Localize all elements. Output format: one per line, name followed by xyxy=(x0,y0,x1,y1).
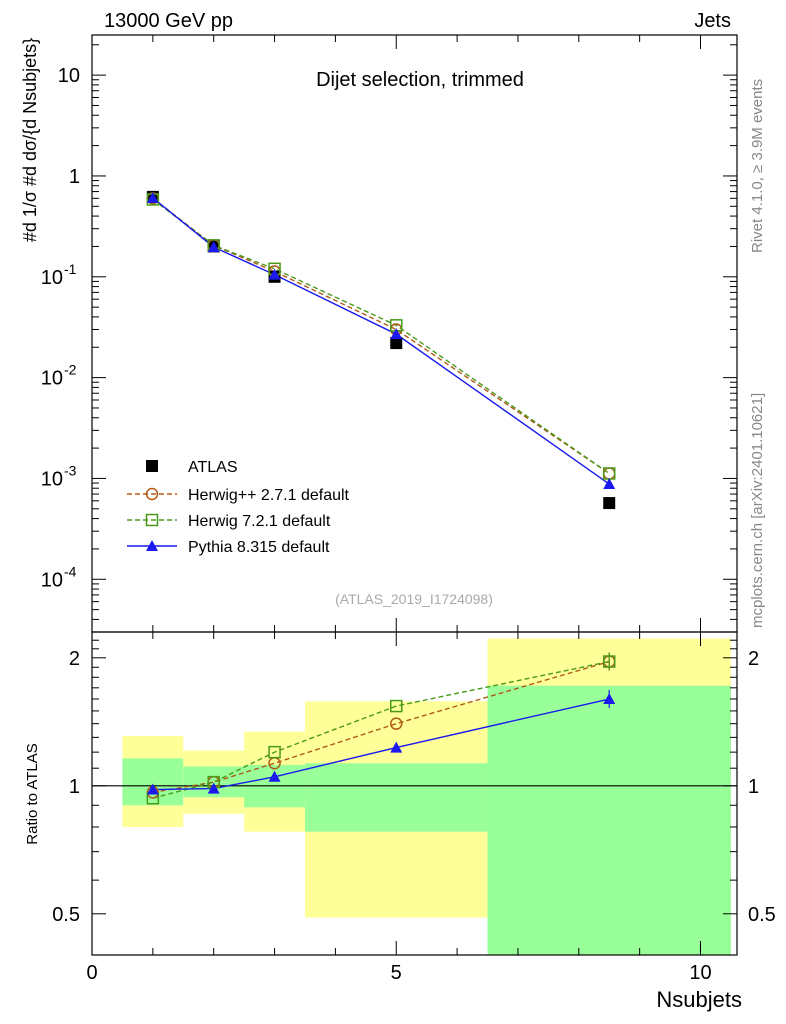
y-tick-label: 10 xyxy=(41,468,63,490)
legend-herwig-2-7-1-default-label: Herwig++ 2.7.1 default xyxy=(188,487,350,504)
uncertainty-band-inner xyxy=(304,763,488,832)
pythia-8-315-default-line xyxy=(152,197,610,485)
ratio-plot-area xyxy=(92,638,737,955)
pythia-8-315-default-point xyxy=(390,328,403,340)
y-tick-label: 10 xyxy=(41,368,63,390)
herwig-7-2-1-default-line xyxy=(152,198,610,475)
ratio-y-tick-label-left: 2 xyxy=(69,648,80,670)
pythia-8-315-default-point xyxy=(207,241,220,253)
y-tick-label-exponent: -4 xyxy=(64,563,77,579)
atlas-point xyxy=(603,497,616,510)
ratio-frame xyxy=(91,631,738,956)
ratio-pythia-8-315-default-point xyxy=(207,782,220,794)
chart-subtitle: Dijet selection, trimmed xyxy=(316,69,524,91)
ratio-panel: 0.5 0.5 1 1 2 2 0 5 10 Ratio to ATLAS Nsubjets xyxy=(24,631,776,1012)
y-tick-label: 10 xyxy=(41,569,63,591)
atlas-point xyxy=(390,337,403,350)
legend-pythia-8-315-default-marker xyxy=(146,540,158,551)
legend-pythia-8-315-default-label: Pythia 8.315 default xyxy=(188,539,330,556)
ratio-herwig-7-2-1-default-point xyxy=(389,699,403,713)
ratio-herwig-7-2-1-default-line xyxy=(152,660,610,799)
uncertainty-band-inner xyxy=(487,685,731,955)
legend-atlas-marker xyxy=(146,460,158,472)
x-tick-label: 10 xyxy=(689,962,711,984)
ratio-herwig-7-2-1-default-point xyxy=(602,655,616,668)
ratio-herwig-2-7-1-default-point xyxy=(389,717,403,730)
legend: ATLAS Herwig++ 2.7.1 default Herwig 7.2.1 … xyxy=(127,459,350,556)
pythia-8-315-default-point xyxy=(603,478,616,490)
pythia-8-315-default-point xyxy=(146,191,159,203)
legend-herwig-7-2-1-default-label: Herwig 7.2.1 default xyxy=(188,513,331,530)
ratio-herwig-7-2-1-default-point xyxy=(268,745,281,759)
ratio-y-tick-label-right: 1 xyxy=(748,776,759,798)
side-label-top: Rivet 4.1.0, ≥ 3.9M events xyxy=(749,79,766,253)
y-tick-label-exponent: -1 xyxy=(64,261,77,277)
ratio-herwig-2-7-1-default-line xyxy=(152,660,610,794)
ratio-y-tick-label-right: 2 xyxy=(748,648,759,670)
herwig-2-7-1-default-line xyxy=(152,197,610,475)
ratio-axis-ticks: 0.5 0.5 1 1 2 2 0 5 10 xyxy=(52,631,776,984)
y-tick-label-exponent: -3 xyxy=(64,462,77,478)
ratio-y-axis-title: Ratio to ATLAS xyxy=(24,743,41,844)
header-left: 13000 GeV pp xyxy=(104,10,233,32)
side-label-bottom: mcplots.cern.ch [arXiv:2401.10621] xyxy=(749,393,766,628)
y-tick-label: 10 xyxy=(58,65,80,87)
legend-atlas-label: ATLAS xyxy=(188,459,238,476)
x-axis-title: Nsubjets xyxy=(656,987,742,1012)
legend-herwig-7-2-1-default-marker xyxy=(145,513,159,527)
ratio-y-tick-label-left: 1 xyxy=(69,776,80,798)
main-y-axis-title: #d 1/σ #d dσ/{d Nsubjets} xyxy=(20,38,40,242)
pythia-8-315-default-point xyxy=(268,268,281,280)
x-tick-label: 5 xyxy=(391,962,402,984)
ratio-pythia-8-315-default-point xyxy=(146,783,159,795)
y-tick-label: 1 xyxy=(69,166,80,188)
main-plot-area xyxy=(146,190,616,510)
x-tick-label: 0 xyxy=(86,962,97,984)
ratio-pythia-8-315-default-point xyxy=(268,770,281,782)
ratio-y-tick-label-left: 0.5 xyxy=(52,904,80,926)
y-tick-label-exponent: -2 xyxy=(64,362,77,378)
analysis-label: (ATLAS_2019_I1724098) xyxy=(335,591,493,607)
header-right: Jets xyxy=(694,10,731,32)
ratio-y-tick-label-right: 0.5 xyxy=(748,904,776,926)
legend-herwig-2-7-1-default-marker xyxy=(145,487,159,501)
ratio-pythia-8-315-default-point xyxy=(603,693,616,705)
y-tick-label: 10 xyxy=(41,267,63,289)
herwig-2-7-1-default-point xyxy=(602,467,616,480)
ratio-pythia-8-315-default-point xyxy=(390,741,403,753)
